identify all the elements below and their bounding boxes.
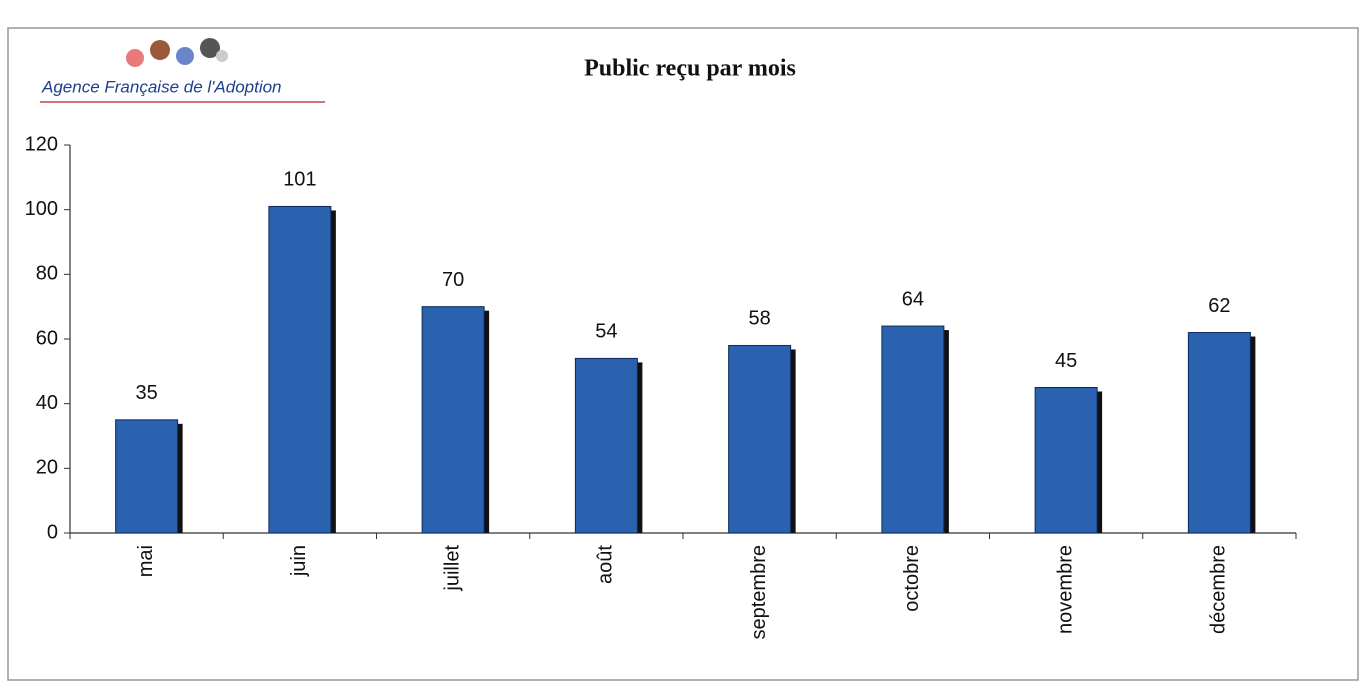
value-label: 64 bbox=[902, 288, 924, 310]
y-tick-label: 40 bbox=[36, 392, 58, 414]
logo-icon bbox=[126, 38, 228, 67]
value-label: 62 bbox=[1208, 295, 1230, 317]
x-tick-label: août bbox=[595, 545, 617, 584]
x-tick-label: novembre bbox=[1054, 545, 1076, 634]
bar bbox=[1187, 332, 1251, 534]
frame bbox=[7, 27, 1359, 681]
y-tick-label: 20 bbox=[36, 457, 58, 479]
x-tick-label: juin bbox=[288, 545, 310, 577]
value-label: 54 bbox=[595, 321, 617, 343]
x-tick-label: décembre bbox=[1208, 545, 1230, 634]
x-tick-label: juillet bbox=[441, 545, 463, 592]
x-tick-label: mai bbox=[135, 545, 157, 577]
chart-title: Public reçu par mois bbox=[584, 56, 796, 82]
bar bbox=[574, 357, 638, 534]
x-tick-label: octobre bbox=[901, 545, 923, 612]
value-label: 101 bbox=[283, 169, 316, 191]
bar bbox=[268, 205, 332, 534]
bar bbox=[728, 344, 792, 534]
value-label: 45 bbox=[1055, 350, 1077, 372]
bar bbox=[1034, 387, 1098, 534]
y-tick-label: 100 bbox=[25, 198, 58, 220]
y-tick-label: 60 bbox=[36, 327, 58, 349]
value-label: 35 bbox=[136, 382, 158, 404]
bar bbox=[421, 306, 485, 534]
y-tick-label: 0 bbox=[47, 521, 58, 543]
bar bbox=[115, 419, 179, 534]
y-tick-label: 120 bbox=[25, 133, 58, 155]
value-label: 70 bbox=[442, 269, 464, 291]
value-label: 58 bbox=[749, 308, 771, 330]
x-tick-label: septembre bbox=[748, 545, 770, 640]
logo-text: Agence Française de l'Adoption bbox=[41, 77, 282, 96]
bar bbox=[881, 325, 945, 534]
y-tick-label: 80 bbox=[36, 263, 58, 285]
